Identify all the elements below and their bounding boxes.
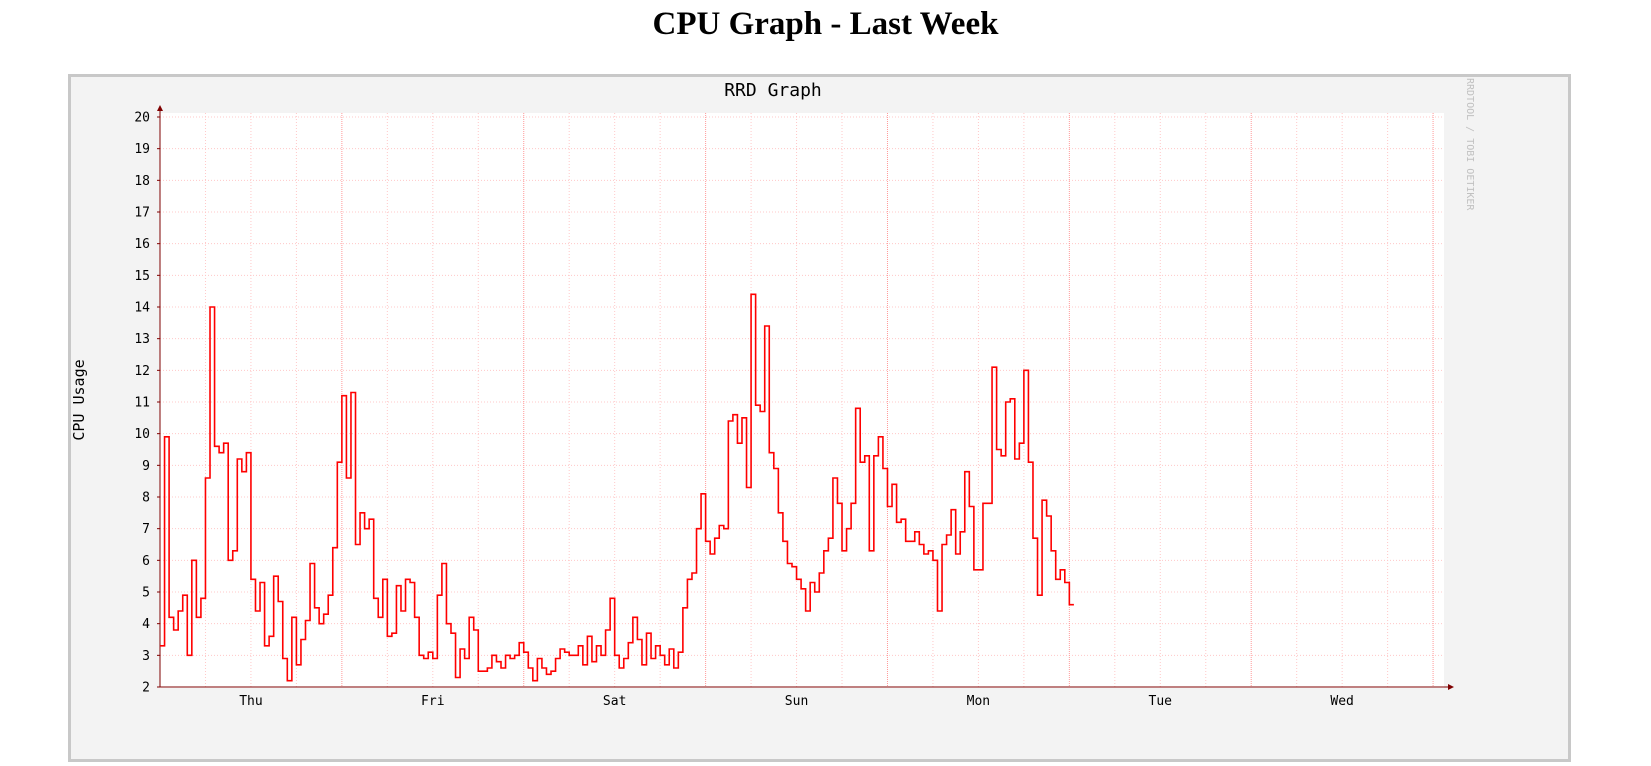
- page-title: CPU Graph - Last Week: [652, 6, 999, 42]
- y-tick-label: 16: [134, 237, 150, 252]
- y-tick-label: 13: [134, 332, 150, 347]
- y-tick-label: 7: [142, 522, 150, 537]
- x-tick-label: Thu: [239, 694, 262, 709]
- y-tick-label: 12: [134, 364, 150, 379]
- y-axis-label: CPU Usage: [70, 359, 88, 440]
- x-tick-labels: Thu Fri Sat Sun Mon Tue Wed: [239, 694, 1354, 709]
- x-tick-label: Tue: [1149, 694, 1173, 709]
- chart-title: RRD Graph: [724, 80, 822, 101]
- x-tick-label: Fri: [421, 694, 444, 709]
- x-tick-label: Sun: [785, 694, 808, 709]
- y-tick-label: 9: [142, 459, 150, 474]
- y-tick-label: 2: [142, 681, 150, 696]
- y-tick-label: 4: [142, 617, 150, 632]
- x-tick-label: Wed: [1330, 694, 1353, 709]
- x-tick-label: Mon: [967, 694, 990, 709]
- watermark-text: RRDTOOL / TOBI OETIKER: [1464, 78, 1475, 211]
- y-tick-label: 5: [142, 586, 150, 601]
- y-tick-label: 15: [134, 269, 150, 284]
- series-group: [160, 293, 1074, 682]
- axes: [157, 105, 1454, 690]
- x-tick-label: Sat: [603, 694, 626, 709]
- y-tick-label: 19: [134, 142, 150, 157]
- y-tick-labels: 2 3 4 5 6 7 8 9 10 11 12 13 14 15 16 17 18 19 20: [134, 111, 150, 696]
- y-tick-label: 8: [142, 491, 150, 506]
- y-tick-label: 6: [142, 554, 150, 569]
- y-tick-label: 20: [134, 111, 150, 126]
- y-axis-arrow: [157, 105, 163, 111]
- series-line-cpu: [160, 293, 1074, 682]
- y-tick-label: 18: [134, 174, 150, 189]
- y-tick-label: 10: [134, 427, 150, 442]
- y-tick-label: 14: [134, 301, 150, 316]
- y-tick-label: 3: [142, 649, 150, 664]
- y-tick-label: 17: [134, 206, 150, 221]
- x-axis-arrow: [1448, 684, 1454, 690]
- y-tick-label: 11: [134, 396, 150, 411]
